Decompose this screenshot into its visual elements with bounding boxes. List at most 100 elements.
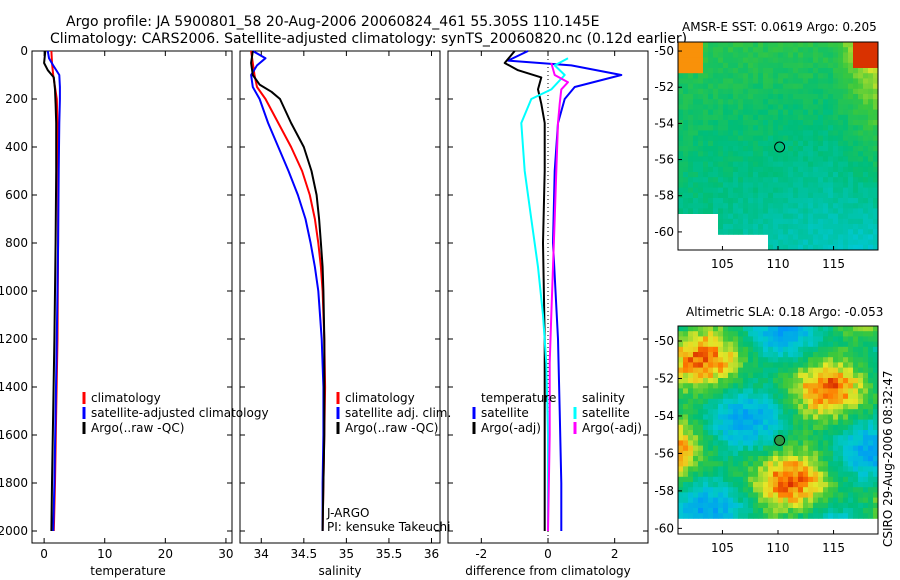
map-cell bbox=[763, 94, 769, 100]
y-tick-label: 1200 bbox=[0, 332, 28, 346]
map-cell bbox=[788, 57, 794, 64]
map-cell bbox=[793, 492, 799, 498]
map-cell bbox=[768, 218, 774, 225]
map-cell bbox=[853, 224, 859, 230]
map-cell bbox=[873, 140, 879, 147]
map-cell bbox=[803, 140, 809, 147]
map-cell bbox=[798, 114, 804, 121]
map-cell bbox=[798, 57, 804, 64]
map-cell bbox=[818, 383, 824, 389]
map-cell bbox=[693, 109, 699, 116]
map-cell bbox=[688, 497, 694, 504]
map-cell bbox=[863, 218, 869, 225]
temperature-axes-frame bbox=[31, 50, 233, 544]
map-cell bbox=[808, 125, 814, 131]
map-cell bbox=[753, 471, 759, 478]
map-cell bbox=[688, 336, 694, 342]
map-cell bbox=[733, 487, 739, 493]
map-cell bbox=[728, 513, 734, 519]
map-cell bbox=[863, 372, 869, 379]
map-cell bbox=[853, 409, 859, 415]
map-cell bbox=[693, 357, 699, 363]
map-cell bbox=[803, 331, 809, 337]
map-cell bbox=[753, 357, 759, 363]
map-cell bbox=[693, 362, 699, 368]
map-cell bbox=[853, 404, 859, 410]
map-cell bbox=[693, 182, 699, 188]
map-cell bbox=[708, 83, 714, 90]
map-cell bbox=[808, 146, 814, 152]
map-cell bbox=[703, 156, 709, 162]
map-cell bbox=[823, 94, 829, 100]
map-cell bbox=[868, 161, 874, 168]
map-cell bbox=[788, 424, 794, 431]
map-cell bbox=[833, 213, 839, 220]
map-cell bbox=[758, 331, 764, 337]
map-cell bbox=[863, 130, 869, 136]
map-cell bbox=[863, 414, 869, 420]
map-cell bbox=[763, 482, 769, 488]
map-cell bbox=[753, 83, 759, 90]
map-cell bbox=[758, 177, 764, 183]
map-cell bbox=[748, 203, 754, 209]
map-cell bbox=[748, 352, 754, 358]
map-cell bbox=[718, 99, 724, 105]
map-cell bbox=[793, 42, 799, 48]
map-cell bbox=[803, 88, 809, 95]
map-cell bbox=[873, 88, 879, 95]
map-cell bbox=[683, 166, 689, 173]
map-cell bbox=[693, 435, 699, 441]
map-cell bbox=[728, 419, 734, 426]
map-cell bbox=[728, 229, 734, 235]
map-cell bbox=[843, 42, 849, 48]
map-cell bbox=[848, 393, 854, 400]
map-cell bbox=[693, 47, 699, 53]
map-cell bbox=[818, 513, 824, 519]
map-cell bbox=[863, 73, 869, 79]
map-cell bbox=[843, 450, 849, 457]
map-cell bbox=[738, 393, 744, 400]
map-cell bbox=[763, 166, 769, 173]
map-cell bbox=[858, 357, 864, 363]
map-cell bbox=[733, 430, 739, 436]
map-cell bbox=[783, 326, 789, 332]
map-cell bbox=[743, 362, 749, 368]
x-tick-label: 34 bbox=[254, 547, 269, 561]
map-cell bbox=[873, 244, 879, 251]
map-cell bbox=[863, 182, 869, 188]
map-cell bbox=[713, 114, 719, 121]
map-cell bbox=[743, 440, 749, 446]
map-cell bbox=[818, 114, 824, 121]
map-cell bbox=[723, 492, 729, 498]
map-cell bbox=[818, 203, 824, 209]
map-cell bbox=[833, 336, 839, 342]
map-cell bbox=[758, 372, 764, 379]
map-cell bbox=[868, 99, 874, 105]
map-cell bbox=[798, 331, 804, 337]
map-cell bbox=[793, 125, 799, 131]
map-cell bbox=[873, 47, 879, 53]
map-cell bbox=[798, 508, 804, 514]
map-cell bbox=[853, 208, 859, 214]
map-cell bbox=[778, 47, 784, 53]
map-cell bbox=[798, 336, 804, 342]
map-cell bbox=[823, 393, 829, 400]
map-cell bbox=[853, 508, 859, 514]
map-cell bbox=[778, 466, 784, 472]
map-cell bbox=[863, 383, 869, 389]
map-cell bbox=[718, 471, 724, 478]
map-cell bbox=[698, 104, 704, 110]
map-cell bbox=[768, 456, 774, 462]
map-cell bbox=[678, 346, 684, 353]
map-cell bbox=[813, 177, 819, 183]
map-cell bbox=[728, 213, 734, 220]
map-cell bbox=[718, 161, 724, 168]
map-cell bbox=[738, 456, 744, 462]
map-cell bbox=[718, 187, 724, 194]
map-cell bbox=[743, 125, 749, 131]
map-cell bbox=[753, 487, 759, 493]
map-cell bbox=[728, 367, 734, 374]
map-cell bbox=[803, 497, 809, 504]
map-cell bbox=[853, 62, 859, 69]
map-cell bbox=[863, 114, 869, 121]
